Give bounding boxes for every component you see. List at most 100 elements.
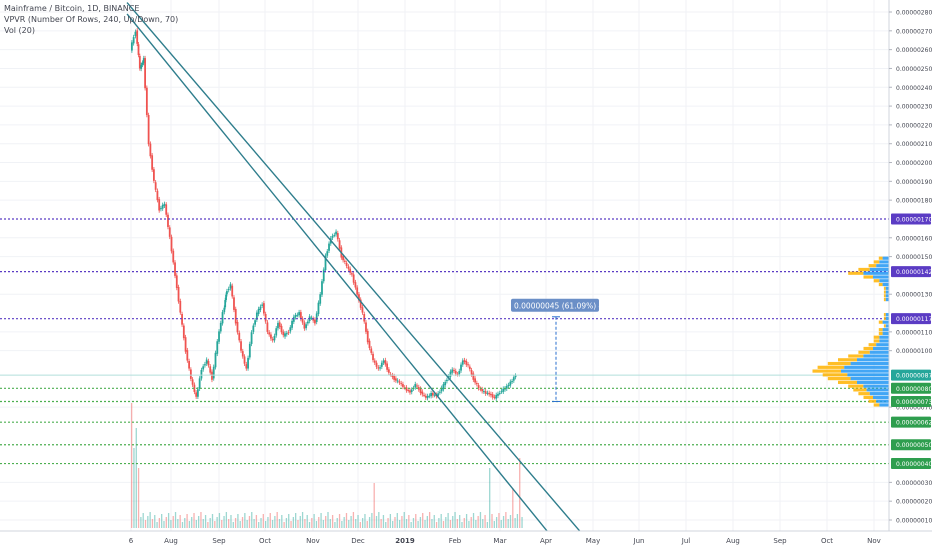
- candle-body: [331, 235, 334, 238]
- volume-bar: [255, 515, 258, 528]
- vpvr-bar-up: [876, 264, 889, 268]
- volume-bar: [299, 516, 301, 528]
- price-tick-label: 0.00000250: [896, 66, 932, 73]
- time-tick-label: Feb: [449, 537, 462, 545]
- candle-body: [343, 260, 346, 262]
- volume-bar: [419, 517, 422, 528]
- volume-bar: [519, 458, 521, 528]
- volume-bar: [424, 520, 426, 528]
- volume-bar: [144, 520, 147, 528]
- volume-bar: [387, 518, 389, 528]
- volume-bar: [449, 520, 452, 528]
- symbol-title[interactable]: Mainframe / Bitcoin, 1D, BINANCE: [4, 4, 140, 13]
- volume-bar: [230, 515, 232, 528]
- volume-indicator-label[interactable]: Vol (20): [4, 26, 35, 35]
- price-tick-label: 0.00000230: [896, 104, 932, 111]
- volume-bar: [313, 514, 315, 528]
- price-tag-resistance: [891, 213, 931, 225]
- price-tick-label: 0.00000270: [896, 28, 932, 35]
- volume-bar: [211, 514, 214, 528]
- volume-bar: [493, 521, 495, 528]
- volume-bar: [336, 518, 338, 528]
- volume-bar: [514, 518, 516, 528]
- candle-body: [472, 373, 475, 380]
- vpvr-bar-down: [878, 282, 883, 287]
- candle-body: [282, 331, 285, 336]
- candle-body: [497, 393, 499, 396]
- price-tick-label: 0.00000010: [896, 518, 932, 525]
- candle-body: [147, 115, 150, 145]
- vpvr-bar-up: [882, 331, 889, 336]
- time-tick-label: Oct: [821, 537, 833, 545]
- volume-bar: [484, 515, 486, 528]
- price-tick-label: 0.00000210: [896, 141, 932, 148]
- candle-body: [191, 379, 194, 385]
- candle-body: [451, 369, 454, 373]
- vpvr-bar-down: [858, 350, 870, 354]
- candle-body: [398, 381, 401, 383]
- price-tag-label: 0.00000117: [896, 316, 932, 323]
- candle-body: [175, 275, 178, 288]
- volume-bar: [137, 468, 140, 528]
- candle-body: [467, 364, 469, 366]
- volume-bar: [193, 513, 195, 528]
- candle-body: [493, 396, 496, 398]
- trendline-2[interactable]: [126, 13, 554, 540]
- candle-body: [257, 308, 260, 314]
- candle-body: [410, 389, 413, 393]
- candle-body: [349, 268, 352, 273]
- candle-body: [263, 303, 265, 314]
- volume-bar: [158, 518, 161, 528]
- time-tick-label: Mar: [493, 537, 506, 545]
- candle-body: [165, 204, 168, 215]
- volume-bar: [415, 514, 417, 528]
- volume-bar: [315, 521, 318, 528]
- vpvr-bar-down: [863, 395, 873, 400]
- candle-body: [446, 379, 448, 382]
- candle-body: [475, 382, 478, 385]
- volume-bar: [368, 517, 371, 528]
- volume-bar: [359, 522, 361, 528]
- measure-label: 0.00000045 (61.09%) 45: [514, 301, 608, 310]
- candle-body: [163, 203, 166, 206]
- vpvr-bar-down: [873, 403, 880, 407]
- candle-body: [223, 307, 226, 313]
- trendline-1[interactable]: [126, 2, 587, 540]
- vpvr-bar-down: [812, 369, 841, 373]
- vpvr-bar-down: [858, 267, 870, 272]
- candle-body: [156, 190, 159, 201]
- volume-bar: [239, 521, 241, 528]
- candle-body: [177, 287, 180, 302]
- vpvr-bar-up: [882, 256, 889, 260]
- volume-bar: [241, 517, 244, 528]
- candle-body: [259, 306, 262, 310]
- vpvr-bar-up: [841, 369, 889, 373]
- price-tick-label: 0.00000160: [896, 235, 932, 242]
- candle-body: [238, 332, 241, 341]
- price-tag-support: [891, 395, 931, 407]
- candle-body: [417, 387, 420, 390]
- candle-body: [483, 391, 485, 393]
- vpvr-bar-up: [885, 313, 889, 317]
- volume-bar: [433, 515, 435, 528]
- candle-body: [409, 390, 411, 393]
- volume-bar: [223, 516, 225, 528]
- candle-body: [440, 387, 443, 392]
- candle-body: [504, 388, 506, 390]
- volume-bar: [331, 515, 334, 528]
- volume-bar: [442, 521, 445, 528]
- vpvr-indicator-label[interactable]: VPVR (Number Of Rows, 240, Up/Down, 70): [4, 15, 179, 24]
- volume-bar: [454, 512, 456, 528]
- candle-body: [461, 360, 464, 365]
- volume-bar: [463, 518, 465, 528]
- vpvr-bar-down: [853, 388, 867, 392]
- candle-body: [373, 360, 376, 363]
- vpvr-bar-down: [883, 324, 886, 328]
- volume-bar: [225, 512, 228, 528]
- candle-body: [193, 384, 196, 392]
- candle-body: [460, 364, 462, 371]
- volume-bar: [163, 521, 165, 528]
- candle-body: [181, 313, 183, 325]
